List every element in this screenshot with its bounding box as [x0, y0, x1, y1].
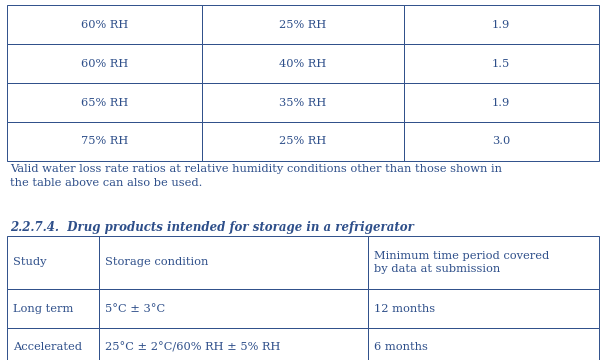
Text: Minimum time period covered
by data at submission: Minimum time period covered by data at s…: [374, 251, 550, 274]
Text: Storage condition: Storage condition: [105, 257, 208, 267]
Bar: [7, 83, 202, 122]
Text: 35% RH: 35% RH: [279, 98, 327, 108]
Text: 75% RH: 75% RH: [81, 136, 128, 147]
Bar: [202, 5, 404, 44]
Text: 5°C ± 3°C: 5°C ± 3°C: [105, 303, 165, 314]
Text: 40% RH: 40% RH: [279, 59, 327, 69]
Text: 2.2.7.4.  Drug products intended for storage in a refrigerator: 2.2.7.4. Drug products intended for stor…: [10, 221, 414, 234]
Bar: [99, 289, 368, 328]
Text: 1.5: 1.5: [492, 59, 510, 69]
Bar: [202, 83, 404, 122]
Text: Long term: Long term: [13, 303, 74, 314]
Text: Study: Study: [13, 257, 47, 267]
Text: 25% RH: 25% RH: [279, 20, 327, 30]
Bar: [368, 289, 599, 328]
Bar: [368, 328, 599, 360]
Bar: [368, 236, 599, 289]
Bar: [202, 44, 404, 83]
Text: 65% RH: 65% RH: [81, 98, 128, 108]
Bar: [7, 44, 202, 83]
Bar: [99, 236, 368, 289]
Text: 25% RH: 25% RH: [279, 136, 327, 147]
Bar: [7, 122, 202, 161]
Text: Accelerated: Accelerated: [13, 342, 82, 352]
Bar: [404, 122, 599, 161]
Bar: [99, 328, 368, 360]
Text: 6 months: 6 months: [374, 342, 428, 352]
Bar: [202, 122, 404, 161]
Text: 60% RH: 60% RH: [81, 20, 128, 30]
Text: 3.0: 3.0: [492, 136, 510, 147]
Bar: [7, 328, 99, 360]
Bar: [404, 83, 599, 122]
Bar: [404, 44, 599, 83]
Bar: [7, 236, 99, 289]
Text: 25°C ± 2°C/60% RH ± 5% RH: 25°C ± 2°C/60% RH ± 5% RH: [105, 342, 281, 352]
Text: 60% RH: 60% RH: [81, 59, 128, 69]
Bar: [404, 5, 599, 44]
Text: Valid water loss rate ratios at relative humidity conditions other than those sh: Valid water loss rate ratios at relative…: [10, 164, 502, 188]
Bar: [7, 5, 202, 44]
Text: 12 months: 12 months: [374, 303, 435, 314]
Bar: [7, 289, 99, 328]
Text: 1.9: 1.9: [492, 98, 510, 108]
Text: 1.9: 1.9: [492, 20, 510, 30]
